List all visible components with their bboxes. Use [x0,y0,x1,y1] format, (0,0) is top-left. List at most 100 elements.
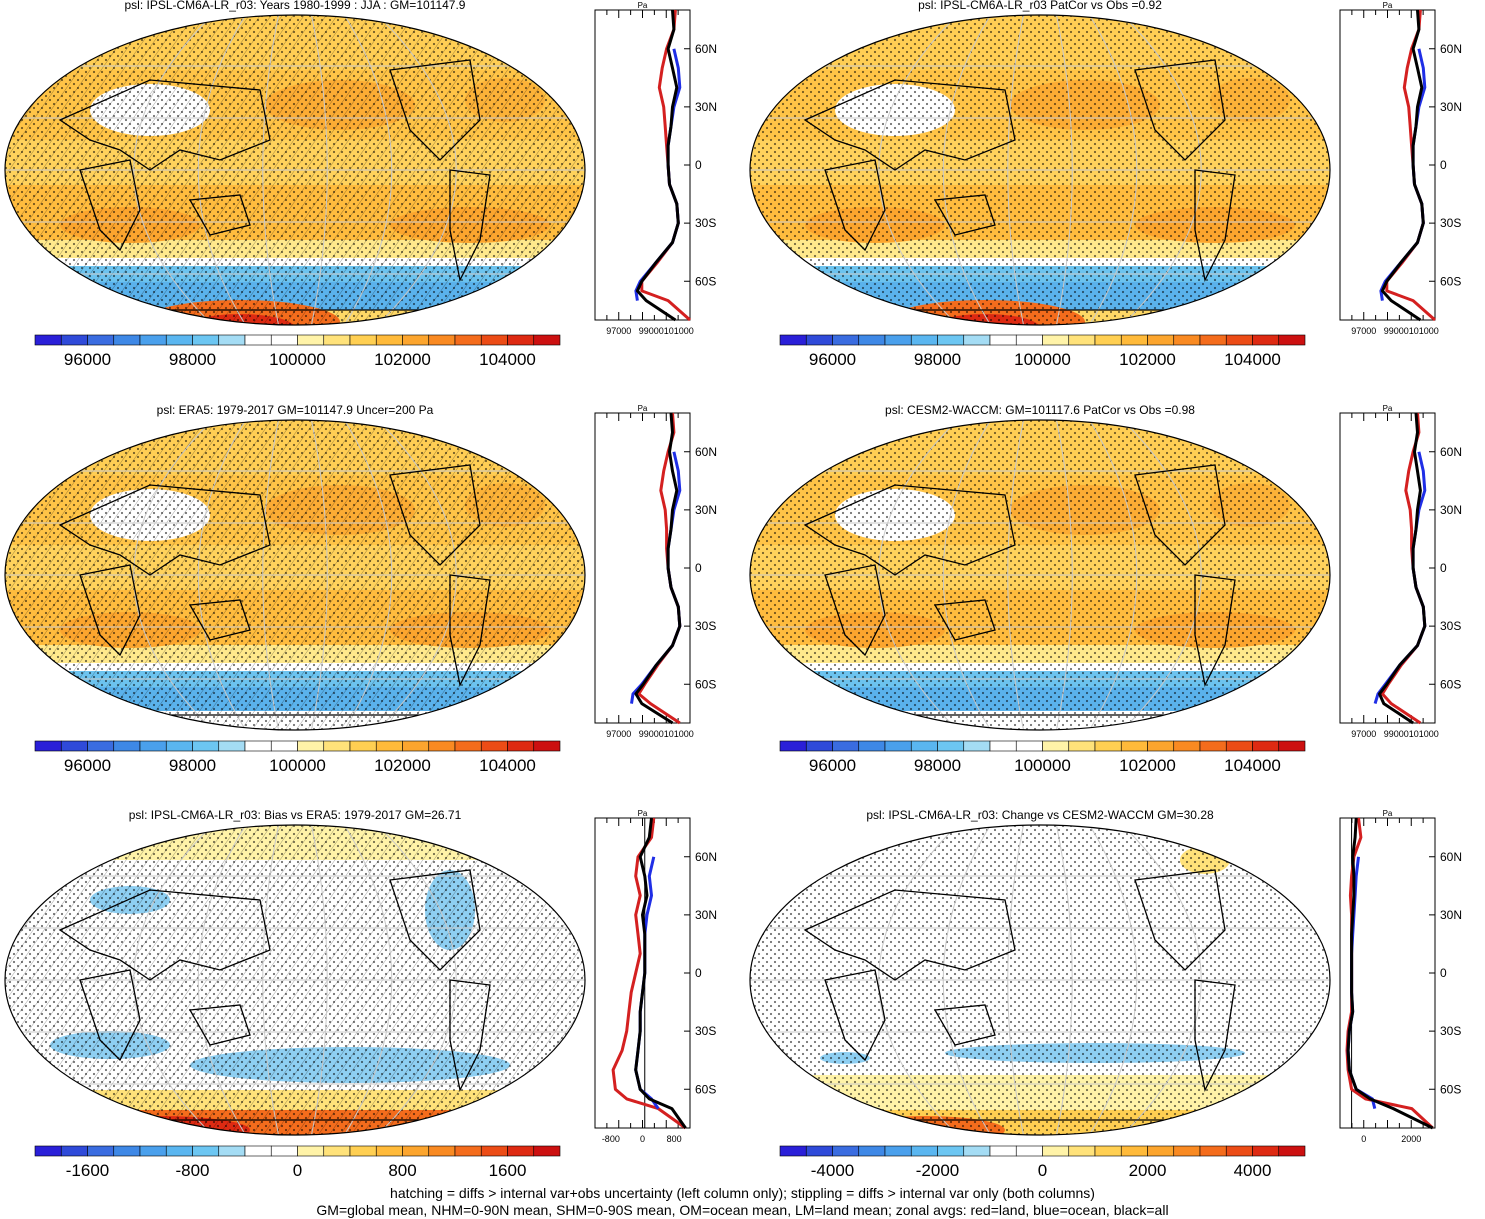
colorbar-box [910,1145,938,1157]
map-border [4,419,586,731]
continent-outline [1134,869,1226,971]
continent-outline [389,59,481,161]
zonal-mean-plot: Pa 60N 30N 0 30S 60S 97000 99000101000 [1339,404,1462,739]
zonal-tick-label: 2000 [1401,1134,1421,1144]
colorbar-label: 104000 [479,756,536,775]
continent-outline [1194,574,1236,687]
colorbar-box [270,334,298,346]
colorbar-box [1199,740,1227,752]
colorbar-box [87,1145,115,1157]
stippling [750,825,1330,1135]
graticule-meridian [1089,420,1138,730]
colorbar-box [989,740,1017,752]
colorbar-box [1015,740,1043,752]
zonal-tick-label: 0 [640,1134,645,1144]
continent-outline [58,889,271,981]
map-model-mean [4,14,586,326]
graticule-meridian [377,15,457,325]
lat-label: 30S [1440,216,1461,230]
continent-outline [803,889,1016,981]
continent-outline [824,159,886,252]
stippling [750,15,1330,325]
colorbar-box [1094,1145,1122,1157]
zonal-tick-label: 0 [1361,1134,1366,1144]
colorbar-box [402,334,430,346]
panel-cesm2: psl: CESM2-WACCM: GM=101117.6 PatCor vs … [745,403,1485,808]
colorbar-label: 98000 [914,350,961,369]
colorbar-label: 100000 [1014,756,1071,775]
colorbar-label: 100000 [269,350,326,369]
graticule-meridian [878,420,958,730]
zonal-mean-plot: Pa 60N 30N 0 30S 60S 97000 99000101000 [594,404,717,739]
zonal-tick-label: 99000101000 [1384,326,1439,336]
colorbar-box [244,334,272,346]
colorbar-box [507,334,535,346]
colorbar-box [507,740,535,752]
map-border [749,824,1331,1136]
panel-bias: psl: IPSL-CM6A-LR_r03: Bias vs ERA5: 197… [0,808,742,1213]
zonal-all-line [1378,412,1427,725]
colorbar-box [805,740,833,752]
colorbar-box [884,334,912,346]
lat-label: 60S [1440,1082,1461,1096]
panel-title: psl: IPSL-CM6A-LR_r03 PatCor vs Obs =0.9… [918,0,1162,12]
zonal-land-line [637,412,682,725]
colorbar-box [832,334,860,346]
graticule-meridian [262,825,279,1135]
colorbar-box [270,1145,298,1157]
zonal-all-line [635,9,680,322]
colorbar-box [1120,334,1148,346]
map-field [5,420,585,730]
graticule-meridian [1007,15,1024,325]
map-field [750,420,1330,730]
colorbar: -4000 -2000 0 2000 4000 [779,1145,1306,1180]
colorbar-label: 104000 [1224,350,1281,369]
colorbar-box [60,334,88,346]
continent-outline [389,464,481,566]
colorbar-box [1252,334,1280,346]
colorbar-box [963,334,991,346]
graticule-meridian [1122,420,1202,730]
colorbar-box [1042,334,1070,346]
colorbar-box [139,1145,167,1157]
zonal-unit: Pa [1383,809,1393,818]
colorbar-label: 100000 [1014,350,1071,369]
zonal-tick-label: 97000 [606,729,631,739]
colorbar-box [349,740,377,752]
continent-outline [188,1004,251,1046]
continent-outline [79,969,141,1062]
colorbar-label: 104000 [479,350,536,369]
colorbar-label: 0 [1038,1161,1047,1180]
colorbar-box [884,740,912,752]
colorbar-label: 100000 [269,756,326,775]
continent-outline [79,159,141,252]
colorbar-box [375,1145,403,1157]
colorbar-box [375,740,403,752]
colorbar-box [858,334,886,346]
colorbar-box [858,1145,886,1157]
hatching [5,15,585,325]
graticule-meridian [942,420,991,730]
colorbar-box [113,740,141,752]
graticule-meridian [942,15,991,325]
continent-outline [933,599,996,641]
panel-title: psl: IPSL-CM6A-LR_r03: Years 1980-1999 :… [124,0,466,12]
colorbar-box [34,334,62,346]
panel-title: psl: IPSL-CM6A-LR_r03: Bias vs ERA5: 197… [128,808,462,822]
colorbar-box [60,1145,88,1157]
continent-outline [188,194,251,236]
lat-label: 30N [1440,100,1462,114]
colorbar-box [349,334,377,346]
colorbar-label: 96000 [64,756,111,775]
colorbar-label: 96000 [809,756,856,775]
lat-label: 30N [695,503,717,517]
colorbar-box [1015,334,1043,346]
continent-outline [803,79,1016,171]
lat-label: 60N [695,42,717,56]
panel-patcor: psl: IPSL-CM6A-LR_r03 PatCor vs Obs =0.9… [745,0,1485,405]
colorbar-box [139,334,167,346]
stippling [750,420,1330,730]
graticule-meridian [1056,15,1073,325]
colorbar-box [1120,1145,1148,1157]
colorbar-box [165,740,193,752]
